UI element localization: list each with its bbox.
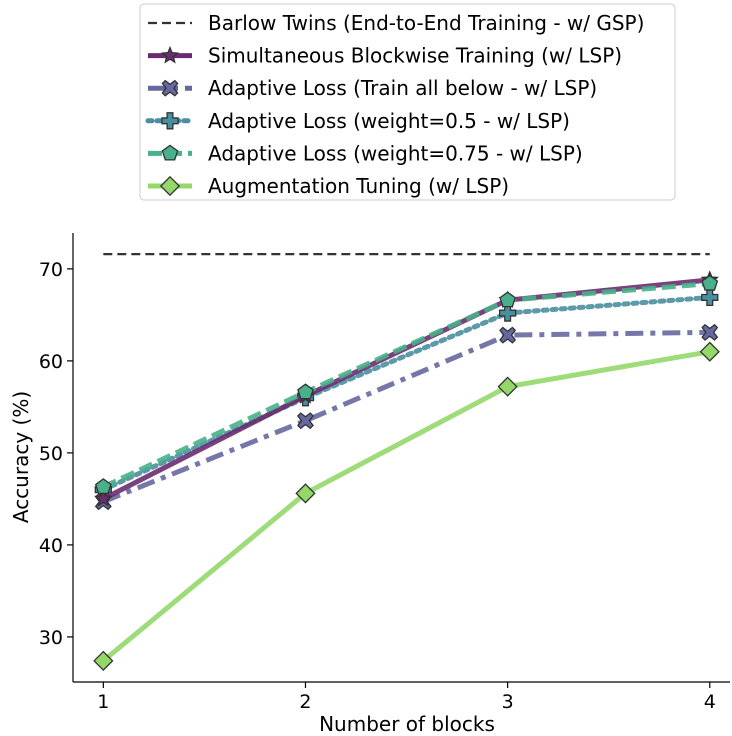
legend-label: Adaptive Loss (Train all below - w/ LSP) [208, 76, 597, 100]
y-tick-label: 40 [39, 535, 63, 557]
data-point-diamond [295, 483, 316, 504]
data-point-x [701, 323, 719, 341]
legend-label: Adaptive Loss (weight=0.75 - w/ LSP) [208, 141, 583, 165]
x-axis-title: Number of blocks [319, 712, 495, 736]
data-point-pentagon [297, 383, 314, 400]
legend-item: Simultaneous Blockwise Training (w/ LSP) [148, 44, 622, 68]
legend-item: Adaptive Loss (weight=0.5 - w/ LSP) [145, 109, 570, 133]
x-tick-label: 1 [97, 691, 109, 713]
x-tick-label: 3 [502, 691, 514, 713]
data-point-star [94, 489, 113, 507]
legend-marker-pentagon [161, 144, 179, 161]
data-point-plus [701, 288, 719, 307]
legend-frame [139, 3, 676, 201]
legend-label: Augmentation Tuning (w/ LSP) [208, 174, 509, 198]
series-adaptive-loss-weight-0-5-w-lsp [94, 288, 719, 499]
plot-area [93, 253, 720, 671]
series-adaptive-loss-train-all-below-w-lsp [94, 323, 719, 511]
y-tick-label: 60 [39, 351, 63, 373]
series-line [102, 277, 711, 502]
y-tick-label: 50 [39, 443, 63, 465]
x-tick-label: 4 [704, 691, 716, 713]
y-tick-label: 30 [39, 627, 63, 649]
data-point-pentagon [701, 274, 719, 291]
legend-label: Simultaneous Blockwise Training (w/ LSP) [208, 44, 622, 68]
series-adaptive-loss-weight-0-75-w-lsp [94, 274, 719, 495]
legend-marker-diamond [159, 175, 181, 197]
legend-marker-star [160, 45, 180, 64]
data-point-pentagon [499, 291, 517, 308]
series-line [102, 329, 710, 504]
data-point-diamond [699, 341, 720, 362]
data-point-plus [498, 304, 517, 322]
legend-marker-x [161, 79, 179, 97]
y-tick-label: 70 [39, 259, 63, 281]
legend: Barlow Twins (End-to-End Training - w/ G… [139, 3, 676, 201]
series-line [101, 349, 711, 663]
series-line [102, 281, 710, 490]
legend-label: Adaptive Loss (weight=0.5 - w/ LSP) [208, 109, 570, 133]
series-simultaneous-blockwise-training-w-lsp [94, 270, 719, 507]
legend-item: Adaptive Loss (weight=0.75 - w/ LSP) [148, 141, 583, 165]
data-point-diamond [93, 650, 114, 671]
legend-item: Augmentation Tuning (w/ LSP) [148, 174, 509, 198]
legend-marker-plus [161, 112, 179, 130]
axes: Number of blocks Accuracy (%) 30 40 50 60 70… [9, 233, 730, 736]
data-point-pentagon [94, 478, 112, 495]
data-point-diamond [497, 376, 518, 397]
legend-label: Barlow Twins (End-to-End Training - w/ G… [208, 11, 644, 35]
data-point-x [297, 412, 314, 430]
series-augmentation-tuning-w-lsp [93, 341, 720, 671]
series-line [100, 294, 713, 493]
legend-item: Barlow Twins (End-to-End Training - w/ G… [148, 11, 644, 35]
x-tick-label: 2 [299, 691, 311, 713]
data-point-x [499, 326, 517, 344]
y-axis-title: Accuracy (%) [9, 391, 33, 523]
legend-item: Adaptive Loss (Train all below - w/ LSP) [148, 76, 597, 100]
